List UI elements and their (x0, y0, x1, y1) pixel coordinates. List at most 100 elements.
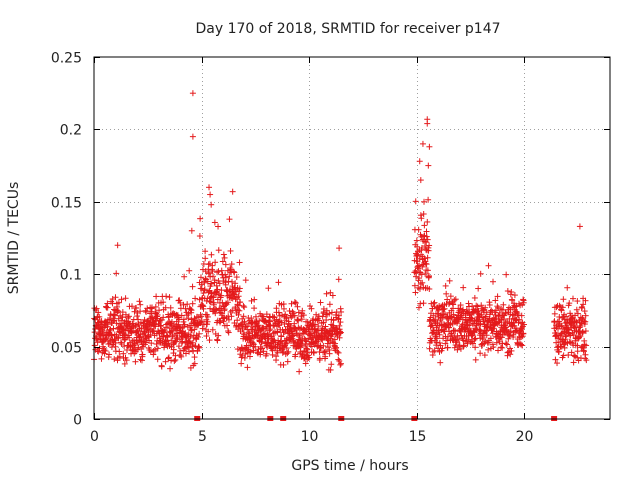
data-point (302, 360, 309, 367)
data-point (214, 286, 221, 293)
data-point (551, 310, 558, 317)
data-point (248, 315, 255, 322)
data-point (283, 339, 290, 346)
data-point (322, 323, 329, 330)
data-point (210, 273, 217, 280)
data-point (178, 339, 185, 346)
data-point (168, 337, 175, 344)
data-point (235, 293, 242, 300)
data-point (251, 305, 258, 312)
data-point (220, 318, 227, 325)
data-point (265, 285, 272, 292)
data-point (137, 301, 144, 308)
data-point (294, 303, 301, 310)
data-point (162, 304, 169, 311)
data-point (181, 321, 188, 328)
data-point (137, 308, 144, 315)
data-point (225, 316, 232, 323)
data-point (234, 317, 241, 324)
data-point (201, 286, 208, 293)
data-point (186, 348, 193, 355)
data-point (314, 343, 321, 350)
data-point (337, 361, 344, 368)
data-point (154, 356, 161, 363)
data-point (446, 277, 453, 284)
data-point (181, 273, 188, 280)
data-point (139, 351, 146, 358)
data-point (204, 313, 211, 320)
data-point (198, 313, 205, 320)
data-point (231, 269, 238, 276)
data-point (177, 299, 184, 306)
data-point (235, 311, 242, 318)
data-point (222, 281, 229, 288)
data-point (115, 299, 122, 306)
data-point (260, 325, 267, 332)
grid (94, 57, 610, 419)
data-point (196, 330, 203, 337)
data-point (160, 299, 167, 306)
data-point (114, 242, 121, 249)
data-point (203, 332, 210, 339)
data-point (246, 330, 253, 337)
data-point (328, 331, 335, 338)
data-point (178, 312, 185, 319)
data-point (209, 268, 216, 275)
data-point (224, 299, 231, 306)
data-point (208, 201, 215, 208)
data-point (423, 261, 430, 268)
data-point (225, 278, 232, 285)
data-point (265, 317, 272, 324)
data-point (300, 312, 307, 319)
data-point (288, 314, 295, 321)
data-point (189, 90, 196, 97)
data-point (187, 333, 194, 340)
data-point (121, 360, 128, 367)
data-point (574, 348, 581, 355)
data-point (205, 328, 212, 335)
data-point (424, 120, 431, 127)
data-point (326, 310, 333, 317)
data-point (191, 360, 198, 367)
data-point (121, 336, 128, 343)
data-point (180, 301, 187, 308)
data-point (238, 321, 245, 328)
data-point (206, 298, 213, 305)
data-point (228, 261, 235, 268)
data-point (163, 293, 170, 300)
data-point (221, 254, 228, 261)
y-tick-label: 0.15 (51, 196, 82, 212)
data-point (576, 223, 583, 230)
data-point (412, 289, 419, 296)
data-point (198, 318, 205, 325)
data-point (477, 270, 484, 277)
data-point (299, 307, 306, 314)
data-point (213, 282, 220, 289)
data-point (212, 310, 219, 317)
data-point (115, 335, 122, 342)
data-point (119, 309, 126, 316)
data-point (165, 354, 172, 361)
data-point (242, 277, 249, 284)
data-point (286, 307, 293, 314)
data-point (292, 299, 299, 306)
data-point (205, 269, 212, 276)
data-point (565, 352, 572, 359)
data-point (576, 334, 583, 341)
data-point (497, 344, 504, 351)
data-point (167, 304, 174, 311)
data-point (200, 305, 207, 312)
data-point (581, 308, 588, 315)
data-point (215, 332, 222, 339)
data-point (113, 320, 120, 327)
data-point (289, 335, 296, 342)
data-point (320, 342, 327, 349)
data-point (326, 301, 333, 308)
data-point (116, 348, 123, 355)
data-point (503, 341, 510, 348)
data-point (316, 317, 323, 324)
data-point (177, 347, 184, 354)
data-point (238, 360, 245, 367)
data-point (236, 259, 243, 266)
data-point (122, 311, 129, 318)
